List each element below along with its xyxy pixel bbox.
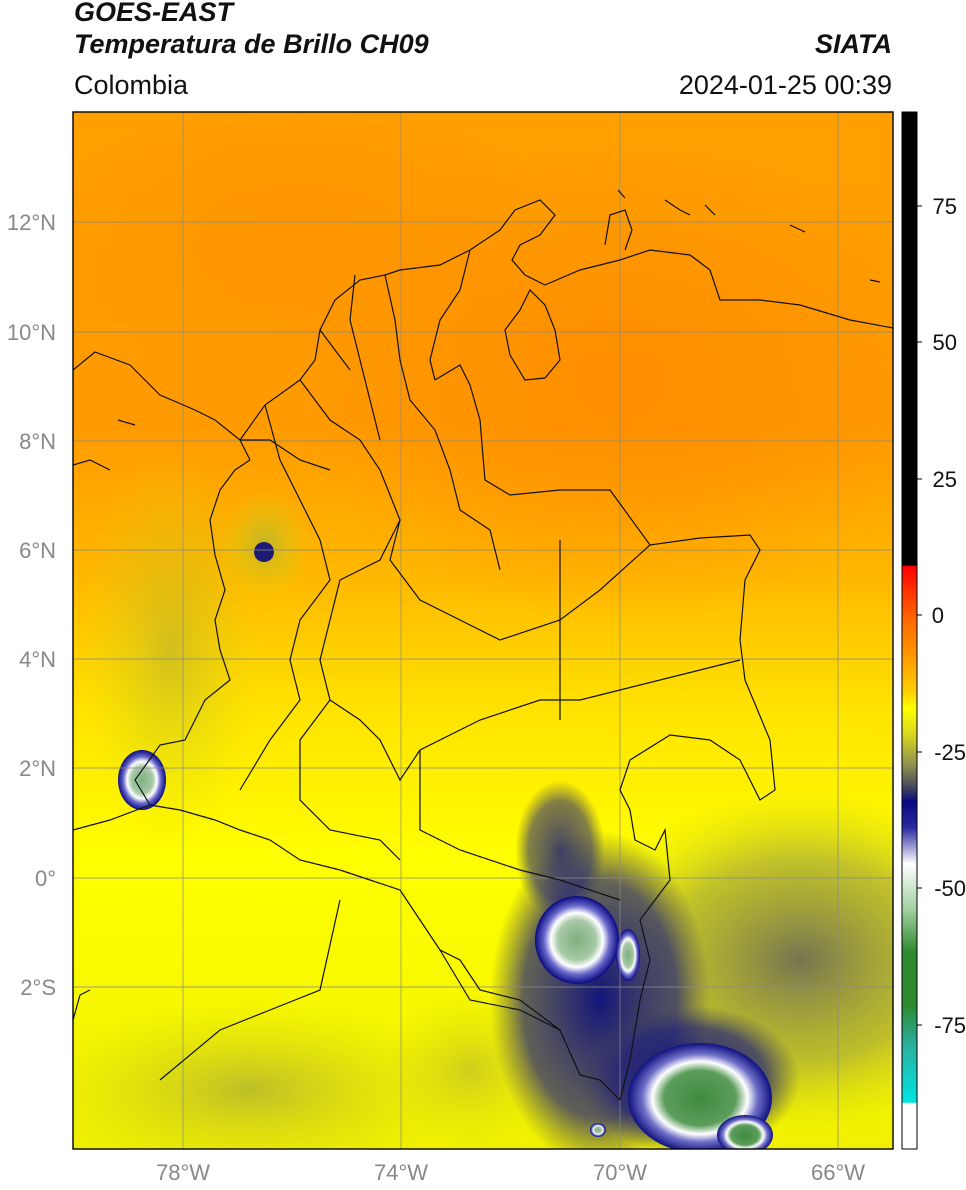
graticule [73, 112, 893, 1149]
lon-tick-label: 78°W [156, 1160, 210, 1185]
lat-tick-label: 0° [35, 866, 56, 891]
colorbar-tick-label: -50 [934, 876, 966, 901]
colorbar-tick-label: -25 [934, 740, 966, 765]
longitude-labels: 78°W 74°W 70°W 66°W [156, 1160, 865, 1185]
lon-tick-label: 66°W [811, 1160, 865, 1185]
colorbar: 75 50 25 0 -25 -50 -75 [901, 111, 966, 1150]
lat-tick-label: 2°N [19, 756, 56, 781]
satellite-title: GOES-EAST [74, 0, 234, 27]
lat-tick-label: 2°S [20, 975, 56, 1000]
lat-tick-label: 12°N [7, 210, 56, 235]
lon-tick-label: 70°W [593, 1160, 647, 1185]
organization-label: SIATA [815, 29, 892, 59]
lon-tick-label: 74°W [374, 1160, 428, 1185]
colorbar-tick-label: 50 [933, 330, 957, 355]
lat-tick-label: 8°N [19, 429, 56, 454]
colorbar-tick-label: 25 [933, 467, 957, 492]
region-label: Colombia [74, 70, 189, 100]
colorbar-gradient [902, 112, 917, 1149]
colorbar-tick-label: -75 [934, 1013, 966, 1038]
colorbar-tick-label: 75 [933, 194, 957, 219]
timestamp-label: 2024-01-25 00:39 [678, 70, 892, 100]
lat-tick-label: 6°N [19, 538, 56, 563]
temperature-field [73, 112, 893, 1149]
colorbar-frame [901, 111, 918, 1150]
product-title: Temperatura de Brillo CH09 [74, 29, 429, 59]
lat-tick-label: 10°N [7, 320, 56, 345]
colorbar-tick-label: 0 [932, 603, 944, 628]
lat-tick-label: 4°N [19, 647, 56, 672]
borders [73, 189, 893, 1101]
map-frame [72, 111, 894, 1150]
latitude-labels: 12°N 10°N 8°N 6°N 4°N 2°N 0° 2°S [7, 210, 56, 1000]
